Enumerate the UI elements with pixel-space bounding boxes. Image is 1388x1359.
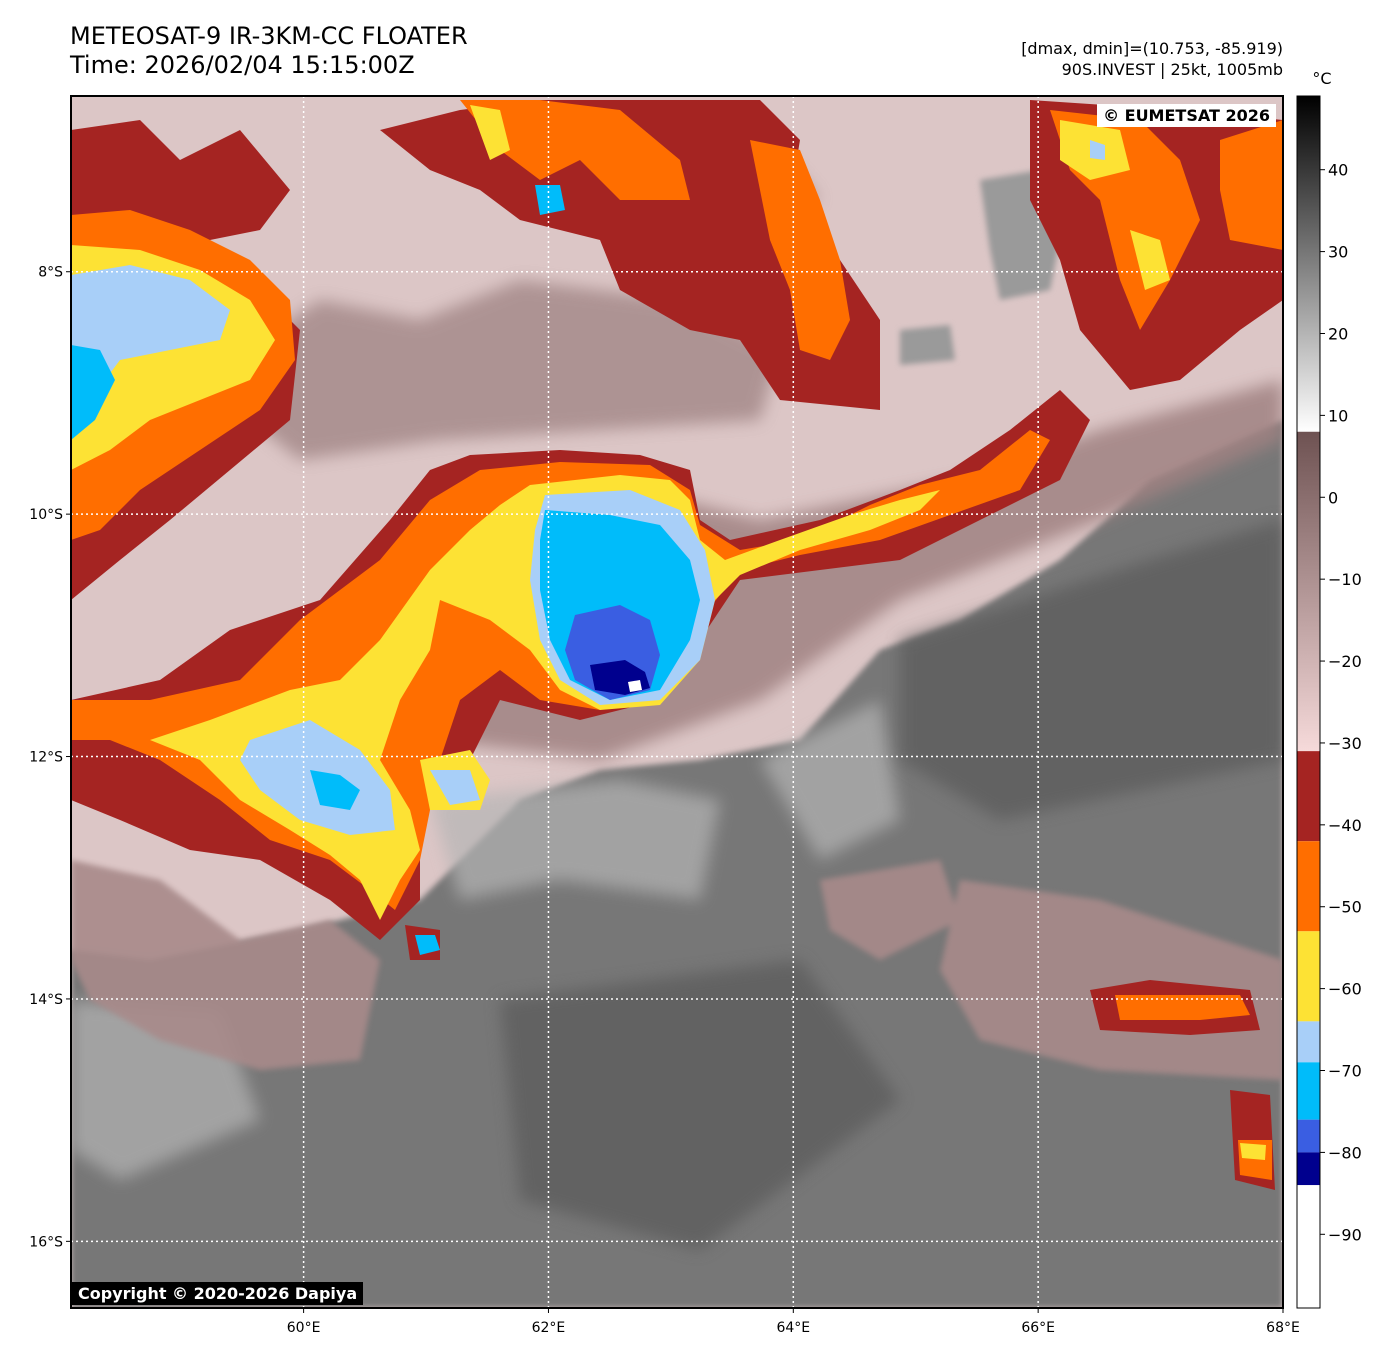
colorbar-tick-label: −30: [1328, 734, 1362, 753]
surface-dark-patches: [500, 520, 1283, 1250]
lat-tick-label: 12°S: [29, 750, 63, 766]
colorbar-segment: [1297, 1185, 1320, 1308]
colorbar-tick-label: 20: [1328, 324, 1348, 343]
stats-readout: [dmax, dmin]=(10.753, -85.919) 90S.INVES…: [1021, 38, 1283, 80]
eumetsat-credit-badge: © EUMETSAT 2026: [1097, 104, 1276, 127]
colorbar-tick-label: −90: [1328, 1225, 1362, 1244]
chart-title: METEOSAT-9 IR-3KM-CC FLOATER Time: 2026/…: [70, 22, 468, 80]
colorbar-segment: [1297, 96, 1320, 432]
colorbar-segment: [1297, 1119, 1320, 1153]
lon-tick-label: 62°E: [532, 1320, 566, 1336]
lon-tick-label: 60°E: [287, 1320, 321, 1336]
colorbar-tick-label: 0: [1328, 488, 1338, 507]
surface-light-patches: [71, 700, 900, 1180]
axis-ticks: 60°E 62°E 64°E 66°E 68°E 8°S 10°S 12°S 14°S 16°S: [29, 265, 1300, 1336]
northeast-grey-clear: [900, 170, 1060, 365]
colorbar-segment: [1297, 431, 1320, 752]
colorbar-tick-label: −10: [1328, 570, 1362, 589]
lon-tick-label: 64°E: [776, 1320, 810, 1336]
satellite-imagery: [71, 96, 1283, 1308]
colorbar-segment: [1297, 1062, 1320, 1120]
title-line-1: METEOSAT-9 IR-3KM-CC FLOATER: [70, 22, 468, 50]
colorbar-tick-label: 40: [1328, 161, 1348, 180]
lat-tick-label: 8°S: [38, 265, 63, 281]
dapiya-copyright-badge: Copyright © 2020-2026 Dapiya: [72, 1282, 364, 1305]
colorbar-segment: [1297, 841, 1320, 932]
cloud-layer-cyan: [71, 185, 700, 955]
north-brown-streaks: [200, 130, 820, 460]
lon-tick-label: 66°E: [1021, 1320, 1055, 1336]
colorbar-segment: [1297, 1152, 1320, 1186]
cloud-layer-coldest: [628, 680, 642, 692]
colorbar: 40 30 20 10 0 −10 −20 −30 −40 −50 −60 −70 −80 −90 °C: [1296, 69, 1362, 1309]
colorbar-tick-label: −80: [1328, 1143, 1362, 1162]
colorbar-tick-label: 30: [1328, 243, 1348, 262]
dmax-dmin-label: [dmax, dmin]=(10.753, -85.919): [1021, 39, 1283, 58]
colorbar-tick-label: −60: [1328, 980, 1362, 999]
map-gridlines: [71, 96, 1283, 1308]
cloud-layer-lightblue: [71, 140, 1105, 835]
colorbar-tick-label: −70: [1328, 1062, 1362, 1081]
colorbar-unit-label: °C: [1312, 69, 1331, 88]
storm-info-label: 90S.INVEST | 25kt, 1005mb: [1061, 60, 1283, 79]
map-frame: [70, 95, 1284, 1309]
lat-tick-label: 10°S: [29, 507, 63, 523]
colorbar-tick-label: −40: [1328, 816, 1362, 835]
colorbar-segment: [1297, 1021, 1320, 1063]
lon-tick-label: 68°E: [1266, 1320, 1300, 1336]
lat-tick-label: 14°S: [29, 992, 63, 1008]
lat-tick-label: 16°S: [29, 1234, 63, 1250]
colorbar-tick-label: 10: [1328, 406, 1348, 425]
west-brown-patches: [71, 860, 380, 1070]
colorbar-tick-label: −20: [1328, 652, 1362, 671]
title-line-2: Time: 2026/02/04 15:15:00Z: [70, 51, 415, 79]
colorbar-frame: [1296, 95, 1321, 1309]
colorbar-segment: [1297, 931, 1320, 1022]
colorbar-tick-label: −50: [1328, 898, 1362, 917]
colorbar-segment: [1297, 751, 1320, 842]
